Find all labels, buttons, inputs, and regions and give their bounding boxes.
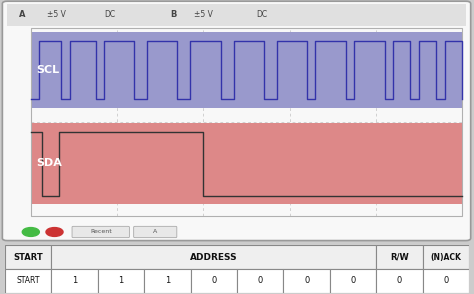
- Bar: [330, 269, 376, 293]
- Bar: [51, 245, 376, 269]
- Bar: [31, 123, 462, 204]
- Bar: [5, 269, 51, 293]
- Text: Recent: Recent: [90, 230, 112, 235]
- Circle shape: [22, 228, 39, 236]
- Circle shape: [46, 228, 63, 236]
- Bar: [31, 28, 462, 216]
- Text: ±5 V: ±5 V: [47, 10, 66, 19]
- Text: R/W: R/W: [390, 253, 409, 262]
- FancyBboxPatch shape: [134, 226, 177, 238]
- Text: SCL: SCL: [36, 65, 60, 75]
- Bar: [191, 269, 237, 293]
- Bar: [376, 245, 423, 269]
- Text: START: START: [13, 253, 43, 262]
- Text: ADDRESS: ADDRESS: [190, 253, 237, 262]
- Text: 0: 0: [350, 276, 356, 285]
- Bar: [376, 269, 423, 293]
- Text: 0: 0: [397, 276, 402, 285]
- Text: B: B: [171, 10, 177, 19]
- Text: START: START: [16, 276, 40, 285]
- Text: SDA: SDA: [36, 158, 63, 168]
- Bar: [7, 4, 466, 26]
- FancyBboxPatch shape: [2, 1, 471, 240]
- Text: 0: 0: [257, 276, 263, 285]
- Bar: [31, 32, 462, 108]
- Text: DC: DC: [104, 10, 115, 19]
- Text: 0: 0: [304, 276, 310, 285]
- Bar: [237, 269, 283, 293]
- Bar: [98, 269, 144, 293]
- Text: A: A: [19, 10, 26, 19]
- Text: 0: 0: [211, 276, 217, 285]
- FancyBboxPatch shape: [72, 226, 129, 238]
- Text: DC: DC: [256, 10, 267, 19]
- Text: A: A: [154, 230, 157, 235]
- Bar: [423, 245, 469, 269]
- Bar: [5, 245, 51, 269]
- Bar: [51, 269, 98, 293]
- Text: ±5 V: ±5 V: [194, 10, 213, 19]
- Bar: [423, 269, 469, 293]
- Text: 1: 1: [72, 276, 77, 285]
- Text: (N)ACK: (N)ACK: [430, 253, 462, 262]
- Text: 1: 1: [164, 276, 170, 285]
- Text: 1: 1: [118, 276, 124, 285]
- Bar: [283, 269, 330, 293]
- Text: 0: 0: [443, 276, 449, 285]
- Bar: [144, 269, 191, 293]
